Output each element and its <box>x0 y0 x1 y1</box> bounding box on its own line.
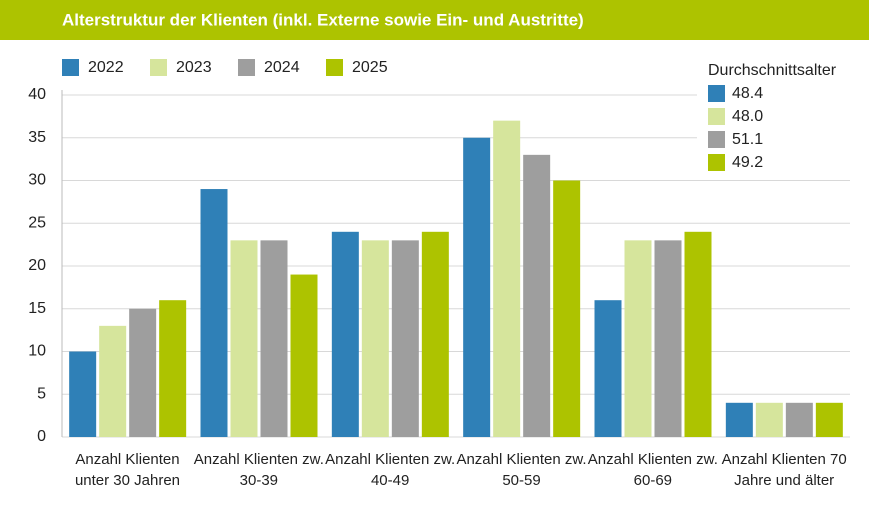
y-tick-label: 40 <box>28 86 46 103</box>
legend-swatch <box>238 59 255 76</box>
legend-swatch <box>326 59 343 76</box>
legend-label: 2024 <box>264 59 300 76</box>
bar <box>654 240 682 437</box>
bar <box>755 402 783 437</box>
bar <box>69 351 97 437</box>
y-tick-label: 35 <box>28 129 46 146</box>
legend-swatch <box>150 59 167 76</box>
x-tick-label: Anzahl Klienten zw. 60-69 <box>587 451 718 489</box>
legend-label: 2025 <box>352 59 388 76</box>
y-tick-label: 20 <box>28 257 46 274</box>
x-tick-label: Anzahl Klienten 70 Jahre und älter <box>721 451 847 489</box>
bar <box>159 300 187 437</box>
bar <box>463 137 491 437</box>
title-bar <box>0 0 869 40</box>
legend-label: 2023 <box>176 59 212 76</box>
bar <box>725 402 753 437</box>
y-tick-label: 15 <box>28 300 46 317</box>
bar <box>391 240 419 437</box>
bar <box>230 240 258 437</box>
bar <box>493 120 521 438</box>
bar <box>200 189 228 437</box>
average-swatch <box>708 131 725 148</box>
bar <box>290 274 318 437</box>
average-swatch <box>708 85 725 102</box>
bar <box>684 231 712 437</box>
average-value: 51.1 <box>732 131 763 148</box>
bar <box>99 325 127 437</box>
bar <box>260 240 288 437</box>
y-tick-label: 10 <box>28 343 46 360</box>
average-title: Durchschnittsalter <box>708 62 837 79</box>
bar <box>815 402 843 437</box>
average-value: 48.0 <box>732 108 763 125</box>
y-tick-label: 25 <box>28 214 46 231</box>
bar <box>421 231 449 437</box>
bar <box>594 300 622 437</box>
bar <box>553 180 581 437</box>
legend-swatch <box>62 59 79 76</box>
bar <box>361 240 389 437</box>
y-tick-label: 5 <box>37 385 46 402</box>
average-swatch <box>708 108 725 125</box>
bar <box>129 308 157 437</box>
x-tick-label: Anzahl Klienten zw. 30-39 <box>193 451 324 489</box>
x-tick-label: Anzahl Klienten zw. 40-49 <box>325 451 456 489</box>
bar <box>624 240 652 437</box>
average-value: 48.4 <box>732 85 763 102</box>
bar <box>523 154 551 437</box>
bar <box>331 231 359 437</box>
legend-label: 2022 <box>88 59 124 76</box>
chart-title: Alterstruktur der Klienten (inkl. Extern… <box>62 10 584 29</box>
average-value: 49.2 <box>732 154 763 171</box>
y-tick-label: 30 <box>28 172 46 189</box>
y-tick-label: 0 <box>37 428 46 445</box>
average-swatch <box>708 154 725 171</box>
x-tick-label: Anzahl Klienten unter 30 Jahren <box>74 451 181 489</box>
bar <box>785 402 813 437</box>
x-tick-label: Anzahl Klienten zw. 50-59 <box>456 451 587 489</box>
